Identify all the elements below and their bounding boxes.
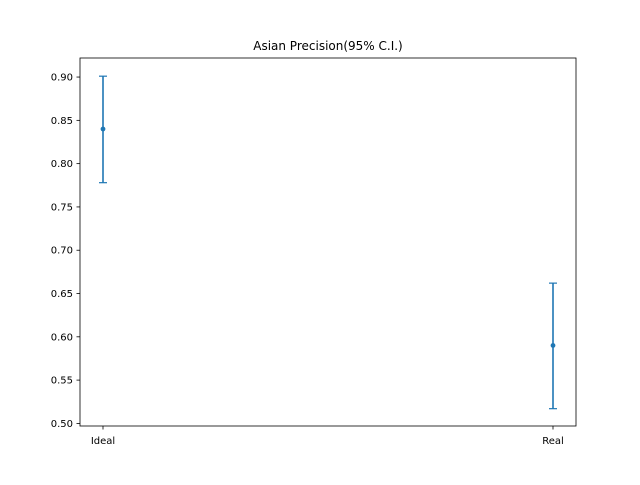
data-point <box>550 343 556 348</box>
y-tick-label: 0.50 <box>51 419 73 430</box>
y-tick-label: 0.60 <box>51 332 73 343</box>
chart-title: Asian Precision(95% C.I.) <box>253 39 403 53</box>
y-tick-label: 0.65 <box>51 289 73 300</box>
y-tick-label: 0.55 <box>51 376 73 387</box>
x-tick-label: Ideal <box>91 436 115 447</box>
y-tick-label: 0.85 <box>51 116 73 127</box>
data-point <box>100 126 106 132</box>
x-tick-label: Real <box>542 436 564 447</box>
y-tick-label: 0.75 <box>51 202 73 213</box>
y-tick-label: 0.70 <box>51 246 73 257</box>
plot-frame <box>79 57 577 427</box>
y-tick-label: 0.80 <box>51 159 73 170</box>
y-tick-label: 0.90 <box>51 73 73 84</box>
